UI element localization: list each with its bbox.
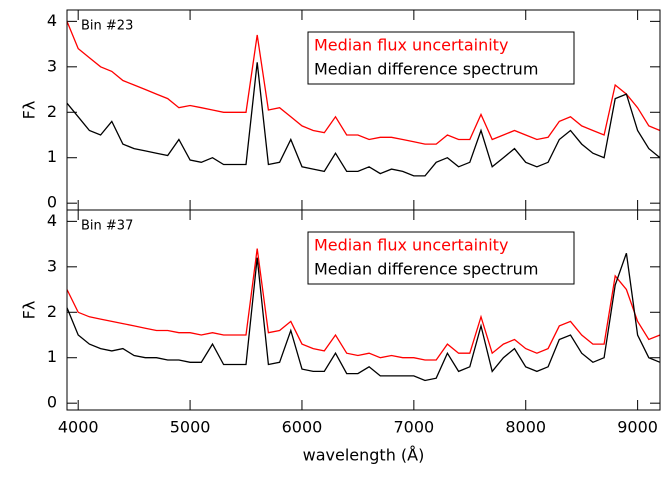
spectrum-line [66,248,661,361]
y-tick-label: 3 [47,56,57,75]
annotation: Bin #37 [81,219,133,234]
y-tick-label: 4 [47,11,57,30]
y-tick-label: 4 [47,211,57,230]
y-axis-label: Fλ [20,101,39,120]
plot-frame [66,209,661,411]
y-tick-label: 0 [47,393,57,412]
x-tick-label: 7000 [393,418,434,437]
y-tick-label: 3 [47,256,57,275]
x-tick-label: 9000 [617,418,658,437]
y-tick-label: 1 [47,347,57,366]
legend-label: Median flux uncertainity [314,236,508,255]
legend-box [307,231,575,285]
x-tick-label: 5000 [170,418,211,437]
spectrum-line [66,62,661,177]
x-tick-label: 6000 [282,418,323,437]
legend-box [307,31,575,85]
x-tick-label: 4000 [58,418,99,437]
spectrum-line [66,252,661,382]
spectrum-line [66,21,661,145]
y-tick-label: 2 [47,302,57,321]
x-axis-label: wavelength (Å) [303,446,425,465]
y-tick-label: 1 [47,147,57,166]
legend-label: Median difference spectrum [314,60,538,79]
x-tick-label: 8000 [505,418,546,437]
annotation: Bin #23 [81,19,133,34]
y-tick-label: 0 [47,193,57,212]
legend-label: Median flux uncertainity [314,36,508,55]
y-axis-label: Fλ [20,301,39,320]
legend-label: Median difference spectrum [314,260,538,279]
y-tick-label: 2 [47,102,57,121]
